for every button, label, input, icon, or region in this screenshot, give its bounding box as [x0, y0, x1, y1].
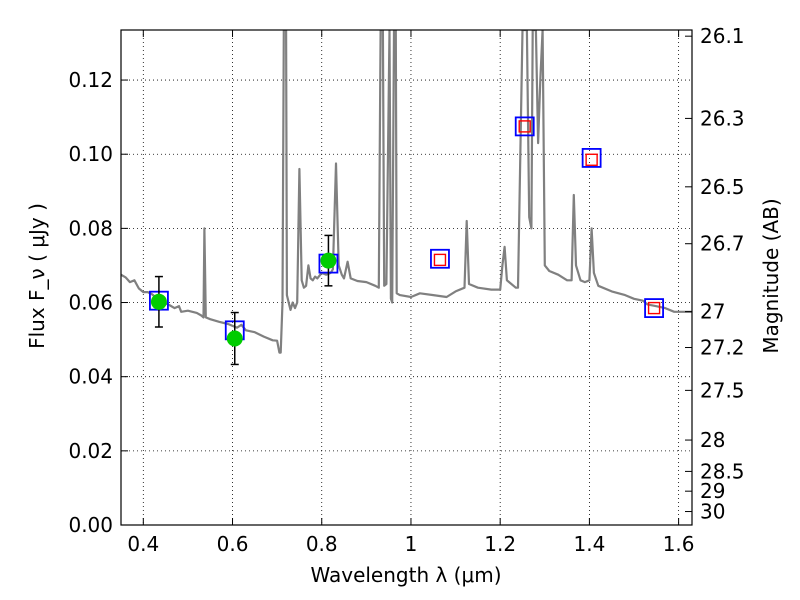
x-tick-label: 0.4 — [127, 532, 159, 556]
mag-tick-label: 26.5 — [700, 175, 745, 199]
photometry-markers — [149, 116, 664, 366]
y-tick-label: 0.04 — [68, 365, 113, 389]
y-tick-label: 0.06 — [68, 291, 113, 315]
mag-tick-label: 27.5 — [700, 378, 745, 402]
mag-tick-label: 27 — [700, 300, 725, 324]
plot-frame — [120, 29, 693, 526]
upper-limit-point — [433, 253, 447, 267]
y-tick-label: 0.12 — [68, 68, 113, 92]
spectrum-series — [121, 30, 692, 354]
upper-limit-point — [518, 120, 531, 133]
x-tick-label: 1.2 — [484, 532, 516, 556]
y-axis-title-right: Magnitude (AB) — [759, 198, 783, 353]
mag-tick-label: 28 — [700, 428, 725, 452]
mag-tick-label: 26.7 — [700, 232, 745, 256]
model-photometry-point — [581, 148, 602, 168]
x-tick-label: 1.6 — [663, 532, 695, 556]
mag-tick-label: 26.3 — [700, 106, 745, 130]
x-tick-label: 1 — [405, 532, 418, 556]
mag-tick-label: 28.5 — [700, 459, 745, 483]
model-photometry-point — [514, 116, 535, 137]
x-axis-title: Wavelength λ (μm) — [310, 563, 501, 587]
model-photometry-point — [430, 248, 450, 269]
observed-photometry-point — [320, 252, 337, 269]
y-tick-label: 0.08 — [68, 216, 113, 240]
y-tick-label: 0.10 — [68, 142, 113, 166]
upper-limit-point — [647, 301, 661, 315]
grid-lines — [121, 30, 692, 526]
y-tick-label: 0.02 — [68, 439, 113, 463]
x-tick-label: 1.4 — [573, 532, 605, 556]
mag-tick-label: 29 — [700, 479, 725, 503]
observed-photometry-point — [226, 330, 243, 347]
mag-tick-label: 26.1 — [700, 24, 745, 48]
upper-limit-point — [585, 153, 598, 166]
x-tick-label: 0.8 — [306, 532, 338, 556]
x-tick-label: 0.6 — [217, 532, 249, 556]
mag-tick-label: 30 — [700, 500, 725, 524]
spectrum-line — [121, 30, 692, 354]
axis-ticks: 0.4 0.6 0.8 1 1.2 1.4 1.6 0.00 0.02 0.04 0.06 0.08 0… — [68, 24, 744, 556]
y-axis-title-left: Flux F_ν ( μJy ) — [25, 203, 49, 349]
y-tick-label: 0.00 — [68, 513, 113, 537]
model-photometry-point — [644, 298, 664, 318]
mag-tick-label: 27.2 — [700, 336, 745, 360]
observed-photometry-point — [150, 293, 167, 310]
